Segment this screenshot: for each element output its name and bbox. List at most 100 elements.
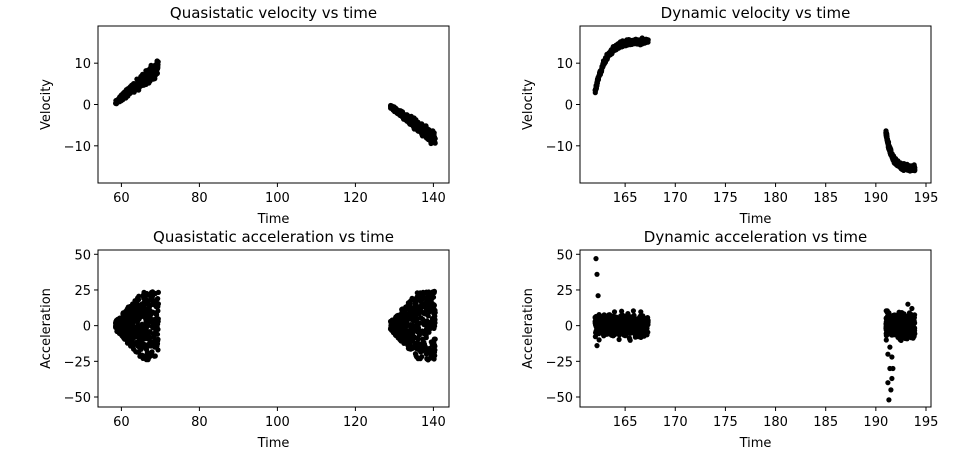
scatter-point [124, 306, 130, 312]
scatter-point [909, 166, 915, 172]
scatter-point [430, 317, 436, 323]
scatter-point [638, 334, 644, 340]
scatter-point [125, 87, 131, 94]
axes-frame [97, 25, 450, 184]
y-tick-label: −10 [64, 140, 91, 155]
scatter-point [145, 305, 151, 311]
scatter-point [598, 324, 604, 330]
scatter-point [409, 295, 415, 301]
scatter-point [144, 80, 150, 86]
y-tick-label: −25 [64, 355, 91, 370]
scatter-point [130, 323, 136, 329]
scatter-point [601, 320, 607, 327]
scatter-point [126, 322, 132, 328]
scatter-point [906, 310, 913, 316]
scatter-point [620, 321, 626, 327]
scatter-point [904, 164, 910, 170]
scatter-point [134, 312, 140, 318]
scatter-point [888, 318, 895, 324]
scatter-point [419, 125, 425, 132]
scatter-point [885, 139, 891, 145]
scatter-point [146, 333, 152, 339]
scatter-point [630, 308, 637, 314]
scatter-point [419, 302, 425, 308]
scatter-point [605, 322, 611, 328]
x-tick-label: 175 [713, 415, 738, 430]
scatter-point [431, 303, 437, 309]
axes-frame [579, 249, 932, 408]
scatter-point [397, 320, 403, 326]
scatter-point [422, 344, 428, 350]
scatter-point [609, 321, 615, 327]
scatter-point [134, 328, 140, 334]
scatter-point [625, 314, 632, 320]
y-axis-label: Acceleration [39, 288, 54, 369]
x-axis-label: Time [257, 436, 290, 451]
scatter-point [391, 105, 397, 111]
scatter-point [118, 319, 124, 325]
scatter-point [601, 313, 607, 319]
subplot-dynamic-velocity: 165 170 175 180 185 190 195 −10 0 10 Dynamic vel… [521, 4, 938, 227]
scatter-point [885, 380, 891, 386]
scatter-point [151, 340, 158, 347]
scatter-point [628, 40, 634, 46]
scatter-point [428, 351, 434, 357]
y-tick-label: 10 [74, 57, 91, 72]
chart-title: Dynamic acceleration vs time [644, 228, 867, 246]
scatter-point [423, 289, 429, 295]
scatter-point [150, 309, 156, 315]
scatter-point [593, 256, 599, 262]
scatter-point [404, 323, 410, 329]
x-tick-label: 180 [763, 415, 788, 430]
y-tick-label: 10 [556, 57, 573, 72]
scatter-point [594, 271, 600, 277]
scatter-point [616, 336, 622, 343]
x-ticks: 165 170 175 180 185 190 195 [613, 183, 938, 206]
x-axis-label: Time [257, 212, 290, 227]
scatter-point [602, 326, 608, 332]
x-tick-label: 180 [763, 191, 788, 206]
y-ticks: −50 −25 0 25 50 [546, 248, 580, 406]
scatter-point [887, 328, 893, 334]
scatter-point [129, 86, 135, 92]
scatter-point [431, 346, 437, 352]
x-tick-label: 140 [421, 415, 446, 430]
scatter-point [421, 330, 427, 337]
scatter-point [122, 310, 128, 316]
scatter-point [623, 40, 630, 47]
x-axis-label: Time [739, 212, 772, 227]
scatter-point [151, 331, 158, 337]
scatter-point [889, 354, 895, 360]
y-tick-label: 25 [556, 284, 573, 299]
scatter-point [883, 337, 889, 343]
scatter-point [411, 123, 417, 129]
scatter-point [149, 349, 155, 355]
x-tick-label: 190 [863, 191, 888, 206]
scatter-point [145, 342, 151, 348]
scatter-point [423, 326, 430, 332]
x-tick-label: 175 [713, 191, 738, 206]
x-ticks: 60 80 100 120 140 [113, 183, 446, 206]
scatter-point [137, 338, 143, 344]
scatter-point [596, 72, 602, 78]
scatter-point [611, 313, 617, 319]
scatter-point [144, 73, 151, 79]
scatter-point [909, 305, 915, 312]
scatter-point [432, 313, 438, 319]
x-tick-label: 185 [813, 415, 838, 430]
x-tick-label: 120 [343, 415, 368, 430]
scatter-point [886, 310, 892, 316]
subplot-quasistatic-acceleration: 60 80 100 120 140 −50 −25 0 25 50 Quasistatic ac… [39, 228, 450, 451]
scatter-point [635, 320, 641, 326]
scatter-point [150, 299, 156, 305]
scatter-point [119, 331, 125, 337]
axes-frame [97, 249, 450, 408]
scatter-point [138, 314, 144, 320]
scatter-point [402, 115, 408, 121]
scatter-point [643, 329, 649, 335]
scatter-point [887, 149, 893, 155]
scatter-point [399, 329, 406, 335]
scatter-point [418, 349, 424, 355]
y-tick-label: 50 [556, 248, 573, 263]
